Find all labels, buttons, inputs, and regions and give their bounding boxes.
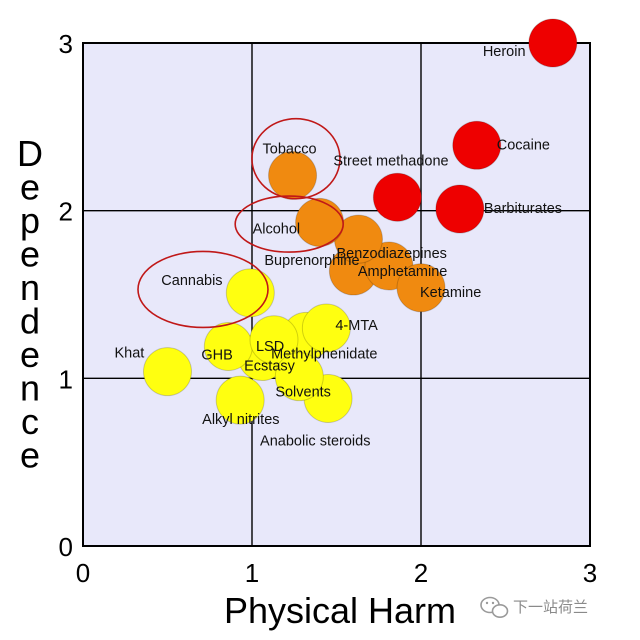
highlight-tobacco: [251, 117, 341, 200]
label-khat: Khat: [115, 346, 145, 362]
point-khat: [143, 347, 192, 397]
point-tobacco: [268, 150, 318, 200]
label-heroin: Heroin: [483, 44, 526, 60]
label-street-methadone: Street methadone: [333, 153, 448, 169]
label-amphetamine: Amphetamine: [358, 264, 447, 280]
point-barbiturates: [435, 184, 485, 234]
point-4-mta: [301, 303, 351, 353]
point-alkyl-nitrites: [215, 375, 265, 425]
point-street-methadone: [372, 172, 422, 222]
label-barbiturates: Barbiturates: [484, 201, 562, 217]
label-buprenorphine: Buprenorphine: [264, 253, 359, 269]
x-axis-label: Physical Harm: [224, 590, 456, 631]
label-methylphenidate: Methylphenidate: [271, 346, 377, 362]
wechat-icon: [480, 596, 509, 618]
point-cocaine: [452, 120, 502, 170]
label-ghb: GHB: [201, 347, 232, 363]
point-alcohol: [295, 197, 345, 247]
label-ecstasy: Ecstasy: [244, 359, 296, 375]
point-solvents: [274, 352, 324, 402]
label-alkyl-nitrites: Alkyl nitrites: [202, 412, 279, 428]
plot-area: [82, 42, 591, 547]
tick-labels: 0 1 2 3 0 1 2 3: [59, 29, 598, 588]
x-tick-label: 0: [76, 558, 90, 588]
label-ketamine: Ketamine: [420, 285, 481, 301]
point-labels: Heroin Cocaine Barbiturates Street methadon…: [115, 44, 563, 449]
y-tick-label: 1: [59, 364, 73, 394]
label-cannabis: Cannabis: [161, 273, 222, 289]
data-points: [143, 18, 578, 425]
label-benzodiazepines: Benzodiazepines: [336, 246, 446, 262]
highlight-alcohol: [234, 195, 344, 253]
label-alcohol: Alcohol: [253, 221, 301, 237]
label-tobacco: Tobacco: [263, 141, 317, 157]
label-solvents: Solvents: [275, 385, 331, 401]
point-ketamine: [396, 263, 446, 313]
point-heroin: [528, 18, 578, 68]
watermark-text: 下一站荷兰: [513, 598, 588, 616]
x-tick-label: 2: [414, 558, 428, 588]
label-cocaine: Cocaine: [497, 137, 550, 153]
x-tick-label: 1: [245, 558, 259, 588]
point-lsd: [249, 315, 299, 365]
x-tick-label: 3: [583, 558, 597, 588]
label-lsd: LSD: [256, 339, 284, 355]
y-tick-label: 0: [59, 532, 73, 562]
y-tick-label: 3: [59, 29, 73, 59]
label-4-mta: 4-MTA: [335, 318, 378, 334]
watermark: 下一站荷兰: [480, 596, 588, 618]
highlight-cannabis: [137, 250, 269, 329]
y-tick-label: 2: [59, 197, 73, 227]
label-anabolic-steroids: Anabolic steroids: [260, 433, 370, 449]
highlight-ellipses: [137, 117, 344, 329]
